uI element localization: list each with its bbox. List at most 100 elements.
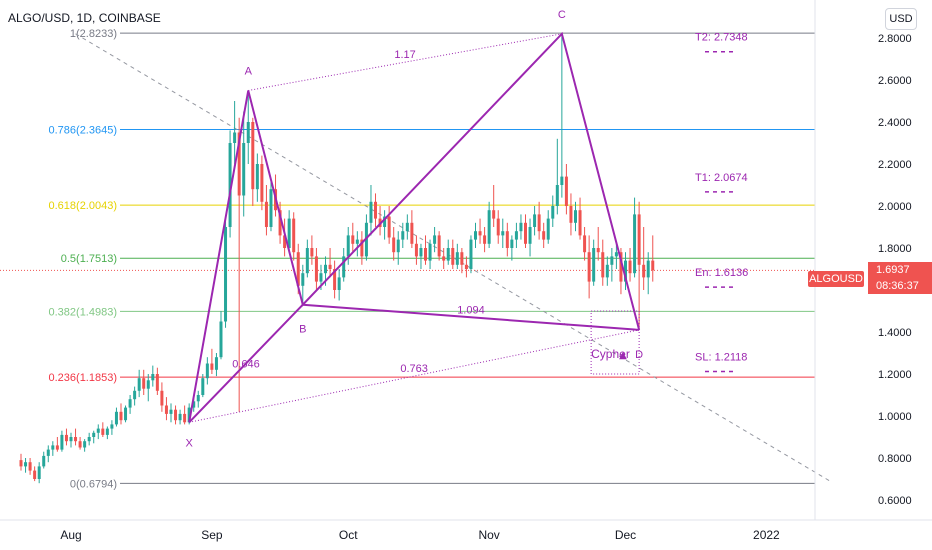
trendline[interactable] xyxy=(0,33,831,482)
candle-body xyxy=(28,462,32,471)
pattern-point-label: X xyxy=(185,437,193,449)
candle-body xyxy=(346,235,350,257)
y-tick-label: 1.0000 xyxy=(878,411,912,423)
currency-button[interactable]: USD xyxy=(885,8,917,30)
candle-body xyxy=(114,411,118,425)
candle-body xyxy=(546,218,550,240)
candle-body xyxy=(324,264,328,274)
candle-body xyxy=(533,214,537,227)
candle-body xyxy=(442,256,446,261)
candle-body xyxy=(433,235,437,244)
x-tick-label: Sep xyxy=(201,528,223,542)
last-price-tag: ALGOUSD 1.6937 08:36:37 xyxy=(808,262,932,295)
candle-body xyxy=(319,273,323,282)
candle-body xyxy=(178,413,182,421)
candle-body xyxy=(269,189,273,227)
last-price-symbol: ALGOUSD xyxy=(808,271,864,288)
candle-body xyxy=(224,227,228,322)
symbol-title[interactable]: ALGO/USD, 1D, COINBASE xyxy=(8,11,161,25)
candle-body xyxy=(64,434,68,442)
candle-body xyxy=(246,122,250,143)
time-axis[interactable]: Aug Sep Oct Nov Dec 2022 xyxy=(0,519,932,542)
candle-body xyxy=(583,235,587,253)
candle-body xyxy=(424,248,428,261)
candle-body xyxy=(160,390,164,406)
candle-body xyxy=(314,256,318,282)
candle-body xyxy=(105,428,109,435)
candle-body xyxy=(396,239,400,253)
candle-body xyxy=(410,222,414,244)
candle-body xyxy=(642,264,646,278)
candle-body xyxy=(24,462,28,467)
candle-body xyxy=(251,122,255,190)
candle-body xyxy=(351,235,355,244)
y-tick-label: 1.4000 xyxy=(878,327,912,339)
pattern-point-label: D xyxy=(635,349,643,361)
candle-body xyxy=(142,378,146,389)
fib-retracement[interactable]: 1(2.8233) 0.786(2.3645) 0.618(2.0043) 0.5(1… xyxy=(49,28,816,490)
price-axis[interactable]: 0.60000.80001.00001.20001.40001.60001.80… xyxy=(814,0,912,520)
candle-body xyxy=(42,455,46,467)
y-tick-label: 0.8000 xyxy=(878,453,912,465)
pattern-point-label: C xyxy=(558,9,566,21)
x-tick-label: 2022 xyxy=(753,528,780,542)
candle-body xyxy=(328,264,332,269)
candle-body xyxy=(305,248,309,274)
cypher-pattern[interactable]: X A B C D 1.17 1.094 0.646 0.763 Cypher▲ xyxy=(185,9,643,450)
candle-body xyxy=(151,374,155,381)
candle-body xyxy=(283,235,287,248)
candle-body xyxy=(537,214,541,232)
candle-body xyxy=(555,185,559,206)
candle-body xyxy=(287,218,291,248)
candle-body xyxy=(278,210,282,236)
candle-body xyxy=(301,273,305,286)
candle-body xyxy=(37,466,41,479)
candle-body xyxy=(528,227,532,244)
pattern-ratio-ac xyxy=(248,33,562,91)
candle-body xyxy=(569,206,573,223)
x-tick-label: Aug xyxy=(60,528,81,542)
target-level-label: T2: 2.7348 xyxy=(695,32,748,44)
candle-body xyxy=(233,132,237,143)
candle-body xyxy=(428,243,432,261)
candles-layer xyxy=(19,33,655,484)
candle-body xyxy=(628,260,632,274)
candle-body xyxy=(474,231,478,240)
candle-body xyxy=(451,248,455,265)
candle-body xyxy=(419,248,423,257)
candle-body xyxy=(514,231,518,240)
candle-body xyxy=(392,237,396,253)
target-levels[interactable]: T2: 2.7348 T1: 2.0674 En: 1.6136 SL: 1.2118 xyxy=(695,32,748,373)
candle-body xyxy=(146,380,150,389)
ratio-label-xb: 0.646 xyxy=(232,359,260,371)
candle-body xyxy=(587,252,591,282)
candle-body xyxy=(374,201,378,219)
pattern-triangle-icon: ▲ xyxy=(619,350,627,361)
pattern-leg-bd[interactable] xyxy=(302,303,640,331)
y-tick-label: 0.6000 xyxy=(878,495,912,507)
candle-body xyxy=(69,437,73,442)
candle-body xyxy=(646,260,650,278)
x-tick-label: Dec xyxy=(615,528,636,542)
fib-level-label: 0.236(1.1853) xyxy=(49,372,118,384)
candle-body xyxy=(614,252,618,257)
pattern-leg-xb[interactable] xyxy=(188,304,304,423)
candle-body xyxy=(446,248,450,261)
candle-body xyxy=(210,363,214,370)
candle-body xyxy=(187,407,191,423)
candle-body xyxy=(192,401,196,408)
candle-body xyxy=(174,409,178,421)
fib-level-label: 0.382(1.4983) xyxy=(49,306,118,318)
y-tick-label: 2.0000 xyxy=(878,201,912,213)
fib-level-label: 0.786(2.3645) xyxy=(49,124,118,136)
fib-level-label: 0.5(1.7513) xyxy=(61,253,117,265)
candle-body xyxy=(492,210,496,219)
candle-body xyxy=(610,256,614,265)
dashed-trendline[interactable] xyxy=(75,33,831,482)
x-tick-label: Nov xyxy=(478,528,499,542)
y-tick-label: 1.8000 xyxy=(878,243,912,255)
candle-body xyxy=(337,277,341,290)
candle-body xyxy=(133,390,137,400)
